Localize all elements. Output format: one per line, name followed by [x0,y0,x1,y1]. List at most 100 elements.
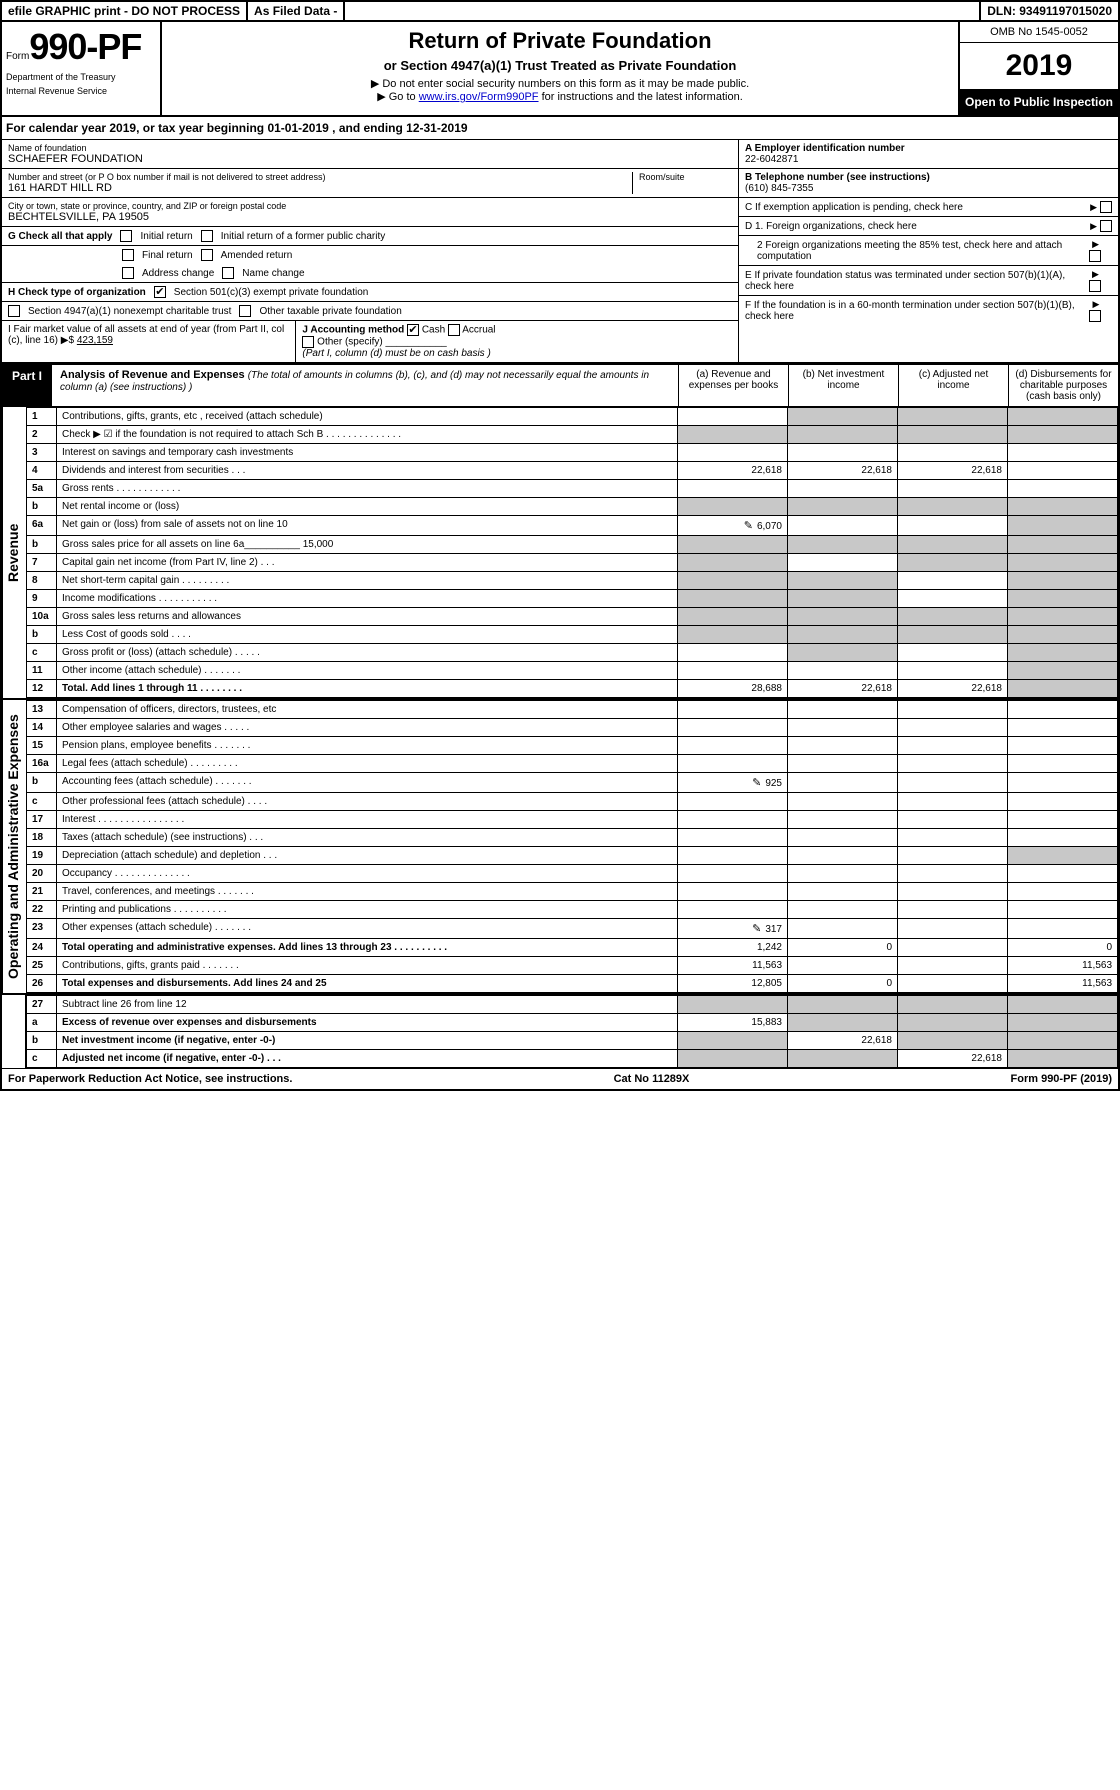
header-right: OMB No 1545-0052 2019 Open to Public Ins… [958,22,1118,115]
row-desc: Taxes (attach schedule) (see instruction… [57,829,678,847]
inst2-post: for instructions and the latest informat… [542,91,743,103]
col-d-val: 0 [1008,939,1118,957]
cb-final-return[interactable] [122,249,134,261]
opt-name-change: Name change [242,268,304,279]
col-d-val: 11,563 [1008,957,1118,975]
row-num: 24 [27,939,57,957]
row-num: 9 [27,590,57,608]
foundation-city: BECHTELSVILLE, PA 19505 [8,211,732,223]
cb-name-change[interactable] [222,267,234,279]
col-b-val: 0 [788,975,898,993]
cb-4947a1[interactable] [8,305,20,317]
table-row: bAccounting fees (attach schedule) . . .… [27,773,1118,793]
row-num: 11 [27,662,57,680]
row-desc: Other income (attach schedule) . . . . .… [57,662,678,680]
page-footer: For Paperwork Reduction Act Notice, see … [2,1068,1118,1089]
row-num: b [27,626,57,644]
col-b-val [788,755,898,773]
col-a-val [678,719,788,737]
row-num: 7 [27,554,57,572]
row-num: 19 [27,847,57,865]
col-a-val [678,644,788,662]
table-row: 21Travel, conferences, and meetings . . … [27,883,1118,901]
opt-accrual: Accrual [462,325,495,336]
footer-left: For Paperwork Reduction Act Notice, see … [8,1073,292,1085]
cb-other-taxable[interactable] [239,305,251,317]
col-c-val [898,644,1008,662]
section-h-row2: Section 4947(a)(1) nonexempt charitable … [2,302,738,321]
cb-amended[interactable] [201,249,213,261]
col-b-val [788,901,898,919]
col-a-val: 15,883 [678,1014,788,1032]
section-g-row2: Final return Amended return [2,246,738,264]
row-desc: Net short-term capital gain . . . . . . … [57,572,678,590]
cb-section-e[interactable] [1089,280,1101,292]
col-a-val [678,662,788,680]
cb-501c3[interactable] [154,286,166,298]
col-c-val [898,865,1008,883]
col-b-val [788,773,898,793]
table-row: cOther professional fees (attach schedul… [27,793,1118,811]
col-b-val [788,498,898,516]
form-header: Form 990-PF Department of the Treasury I… [2,22,1118,117]
table-row: 17Interest . . . . . . . . . . . . . . .… [27,811,1118,829]
cb-initial-return[interactable] [120,230,132,242]
cb-section-d2[interactable] [1089,250,1101,262]
summary-section: 27Subtract line 26 from line 12aExcess o… [2,993,1118,1068]
col-d-val [1008,919,1118,939]
col-a-val [678,498,788,516]
f-label: F If the foundation is in a 60-month ter… [745,300,1089,322]
row-num: 20 [27,865,57,883]
cb-section-c[interactable] [1100,201,1112,213]
col-d-val [1008,773,1118,793]
row-desc: Pension plans, employee benefits . . . .… [57,737,678,755]
col-a-val [678,829,788,847]
opt-501c3: Section 501(c)(3) exempt private foundat… [174,287,369,298]
col-c-val [898,1014,1008,1032]
b-label: B Telephone number (see instructions) [745,172,930,183]
expenses-side-label: Operating and Administrative Expenses [2,700,26,993]
col-b-val [788,444,898,462]
row-num: 22 [27,901,57,919]
table-row: 12Total. Add lines 1 through 11 . . . . … [27,680,1118,698]
footer-right: Form 990-PF (2019) [1011,1073,1112,1085]
cb-address-change[interactable] [122,267,134,279]
table-row: 19Depreciation (attach schedule) and dep… [27,847,1118,865]
row-desc: Compensation of officers, directors, tru… [57,701,678,719]
table-row: 27Subtract line 26 from line 12 [27,996,1118,1014]
cb-accrual[interactable] [448,324,460,336]
col-b-val [788,996,898,1014]
row-desc: Less Cost of goods sold . . . . [57,626,678,644]
row-desc: Other professional fees (attach schedule… [57,793,678,811]
foundation-addr: 161 HARDT HILL RD [8,182,632,194]
row-num: 13 [27,701,57,719]
col-a-val [678,865,788,883]
table-row: 13Compensation of officers, directors, t… [27,701,1118,719]
cb-initial-former[interactable] [201,230,213,242]
cb-cash[interactable] [407,324,419,336]
d1-label: D 1. Foreign organizations, check here [745,221,917,232]
col-a-val [678,793,788,811]
opt-cash: Cash [422,325,445,336]
header-center: Return of Private Foundation or Section … [162,22,958,115]
col-a-val [678,737,788,755]
cb-section-d1[interactable] [1100,220,1112,232]
col-c-val [898,662,1008,680]
instruction-1: ▶ Do not enter social security numbers o… [168,77,952,90]
col-b-val: 22,618 [788,462,898,480]
col-b-val [788,829,898,847]
col-d-val [1008,536,1118,554]
table-row: 26Total expenses and disbursements. Add … [27,975,1118,993]
col-c-val [898,498,1008,516]
table-row: 25Contributions, gifts, grants paid . . … [27,957,1118,975]
col-c-val [898,516,1008,536]
cb-other-method[interactable] [302,336,314,348]
opt-other-method: Other (specify) [317,337,383,348]
dept-irs: Internal Revenue Service [6,86,156,96]
col-d-val [1008,572,1118,590]
cb-section-f[interactable] [1089,310,1101,322]
irs-link[interactable]: www.irs.gov/Form990PF [419,91,539,103]
dept-treasury: Department of the Treasury [6,72,156,82]
col-a-val: 1,242 [678,939,788,957]
info-right: A Employer identification number 22-6042… [738,140,1118,362]
